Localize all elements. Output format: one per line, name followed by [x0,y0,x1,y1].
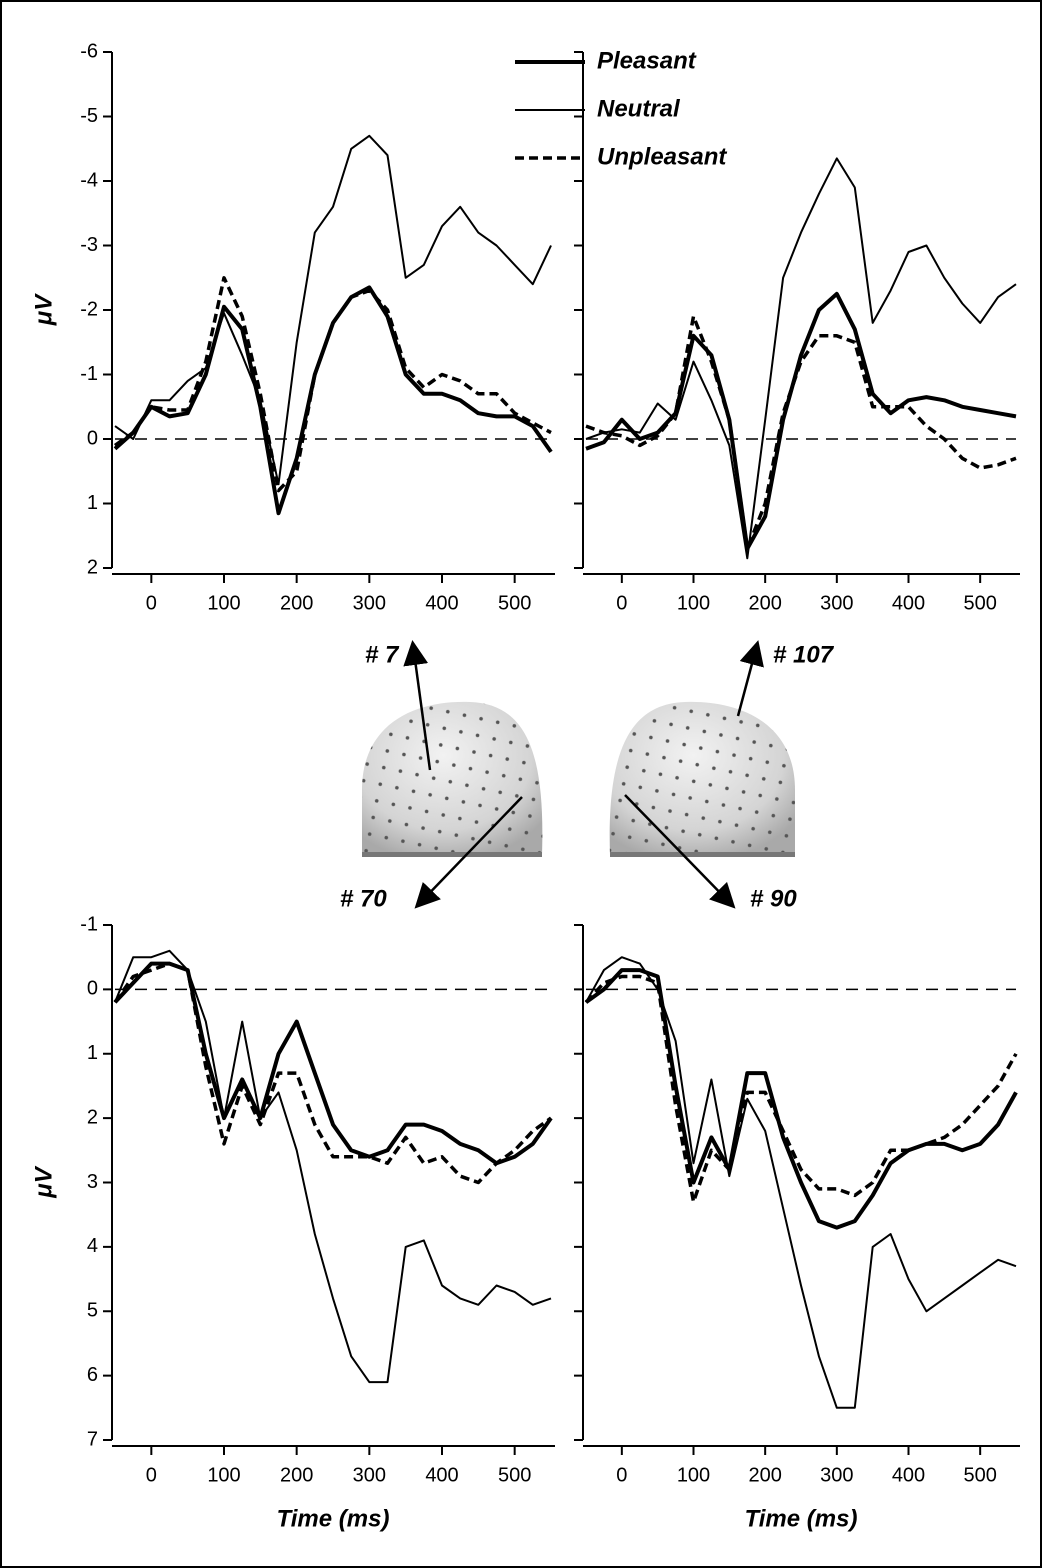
x-tick-label: 100 [207,1464,240,1486]
x-tick-label: 500 [498,592,531,614]
x-tick-label: 0 [616,592,627,614]
x-tick-label: 500 [963,1464,996,1486]
y-tick-label: 5 [87,1300,98,1322]
series-line [113,285,553,516]
y-tick-label: -4 [80,169,98,191]
y-tick-label: 3 [87,1171,98,1193]
y-tick-label: 0 [87,427,98,449]
y-axis-label: μV [30,293,57,326]
x-tick-label: 300 [820,592,853,614]
x-tick-label: 400 [425,592,458,614]
y-tick-label: 2 [87,1106,98,1128]
series-line [113,961,553,1166]
y-tick-label: 7 [87,1428,98,1450]
x-tick-label: 300 [820,1464,853,1486]
series-line [585,314,1017,551]
series-line [585,291,1017,551]
y-tick-label: -3 [80,234,98,256]
head-left [362,701,543,857]
x-tick-label: 500 [498,1464,531,1486]
series-line [584,968,1018,1230]
y-tick-label: 1 [87,492,98,514]
x-tick-label: 400 [892,592,925,614]
x-tick-label: 400 [892,1464,925,1486]
x-tick-label: 200 [748,1464,781,1486]
x-tick-label: 100 [677,592,710,614]
y-tick-label: -1 [80,913,98,935]
legend-label: Neutral [597,95,681,122]
x-tick-label: 0 [616,1464,627,1486]
x-tick-label: 500 [963,592,996,614]
y-tick-label: 4 [87,1235,98,1257]
y-tick-label: -5 [80,105,98,127]
series-line [113,961,553,1185]
arrow [624,794,736,909]
x-tick-label: 200 [748,592,781,614]
y-axis-label: μV [30,1165,57,1198]
series-line [114,134,552,486]
series-line [584,974,1018,1204]
x-tick-label: 200 [280,592,313,614]
y-tick-label: -6 [80,40,98,62]
x-tick-label: 0 [146,592,157,614]
x-tick-label: 100 [207,592,240,614]
head-right [609,701,795,857]
legend-label: Pleasant [597,47,697,74]
arrow [414,796,523,909]
electrode-label: # 90 [750,885,797,912]
y-tick-label: -1 [80,363,98,385]
x-tick-label: 200 [280,1464,313,1486]
legend-label: Unpleasant [597,143,727,170]
x-tick-label: 100 [677,1464,710,1486]
x-tick-label: 0 [146,1464,157,1486]
x-tick-label: 300 [353,1464,386,1486]
arrow [736,640,764,717]
electrode-label: # 107 [773,641,835,668]
arrow [403,640,432,771]
x-axis-label: Time (ms) [745,1505,858,1532]
y-tick-label: 6 [87,1364,98,1386]
series-line [585,157,1017,560]
x-tick-label: 400 [425,1464,458,1486]
series-line [113,276,552,493]
x-axis-label: Time (ms) [277,1505,390,1532]
electrode-label: # 7 [365,641,400,668]
x-tick-label: 300 [353,592,386,614]
y-tick-label: 2 [87,556,98,578]
y-tick-label: 1 [87,1042,98,1064]
y-tick-label: -2 [80,298,98,320]
y-tick-label: 0 [87,978,98,1000]
series-line [114,949,552,1384]
electrode-label: # 70 [340,885,387,912]
